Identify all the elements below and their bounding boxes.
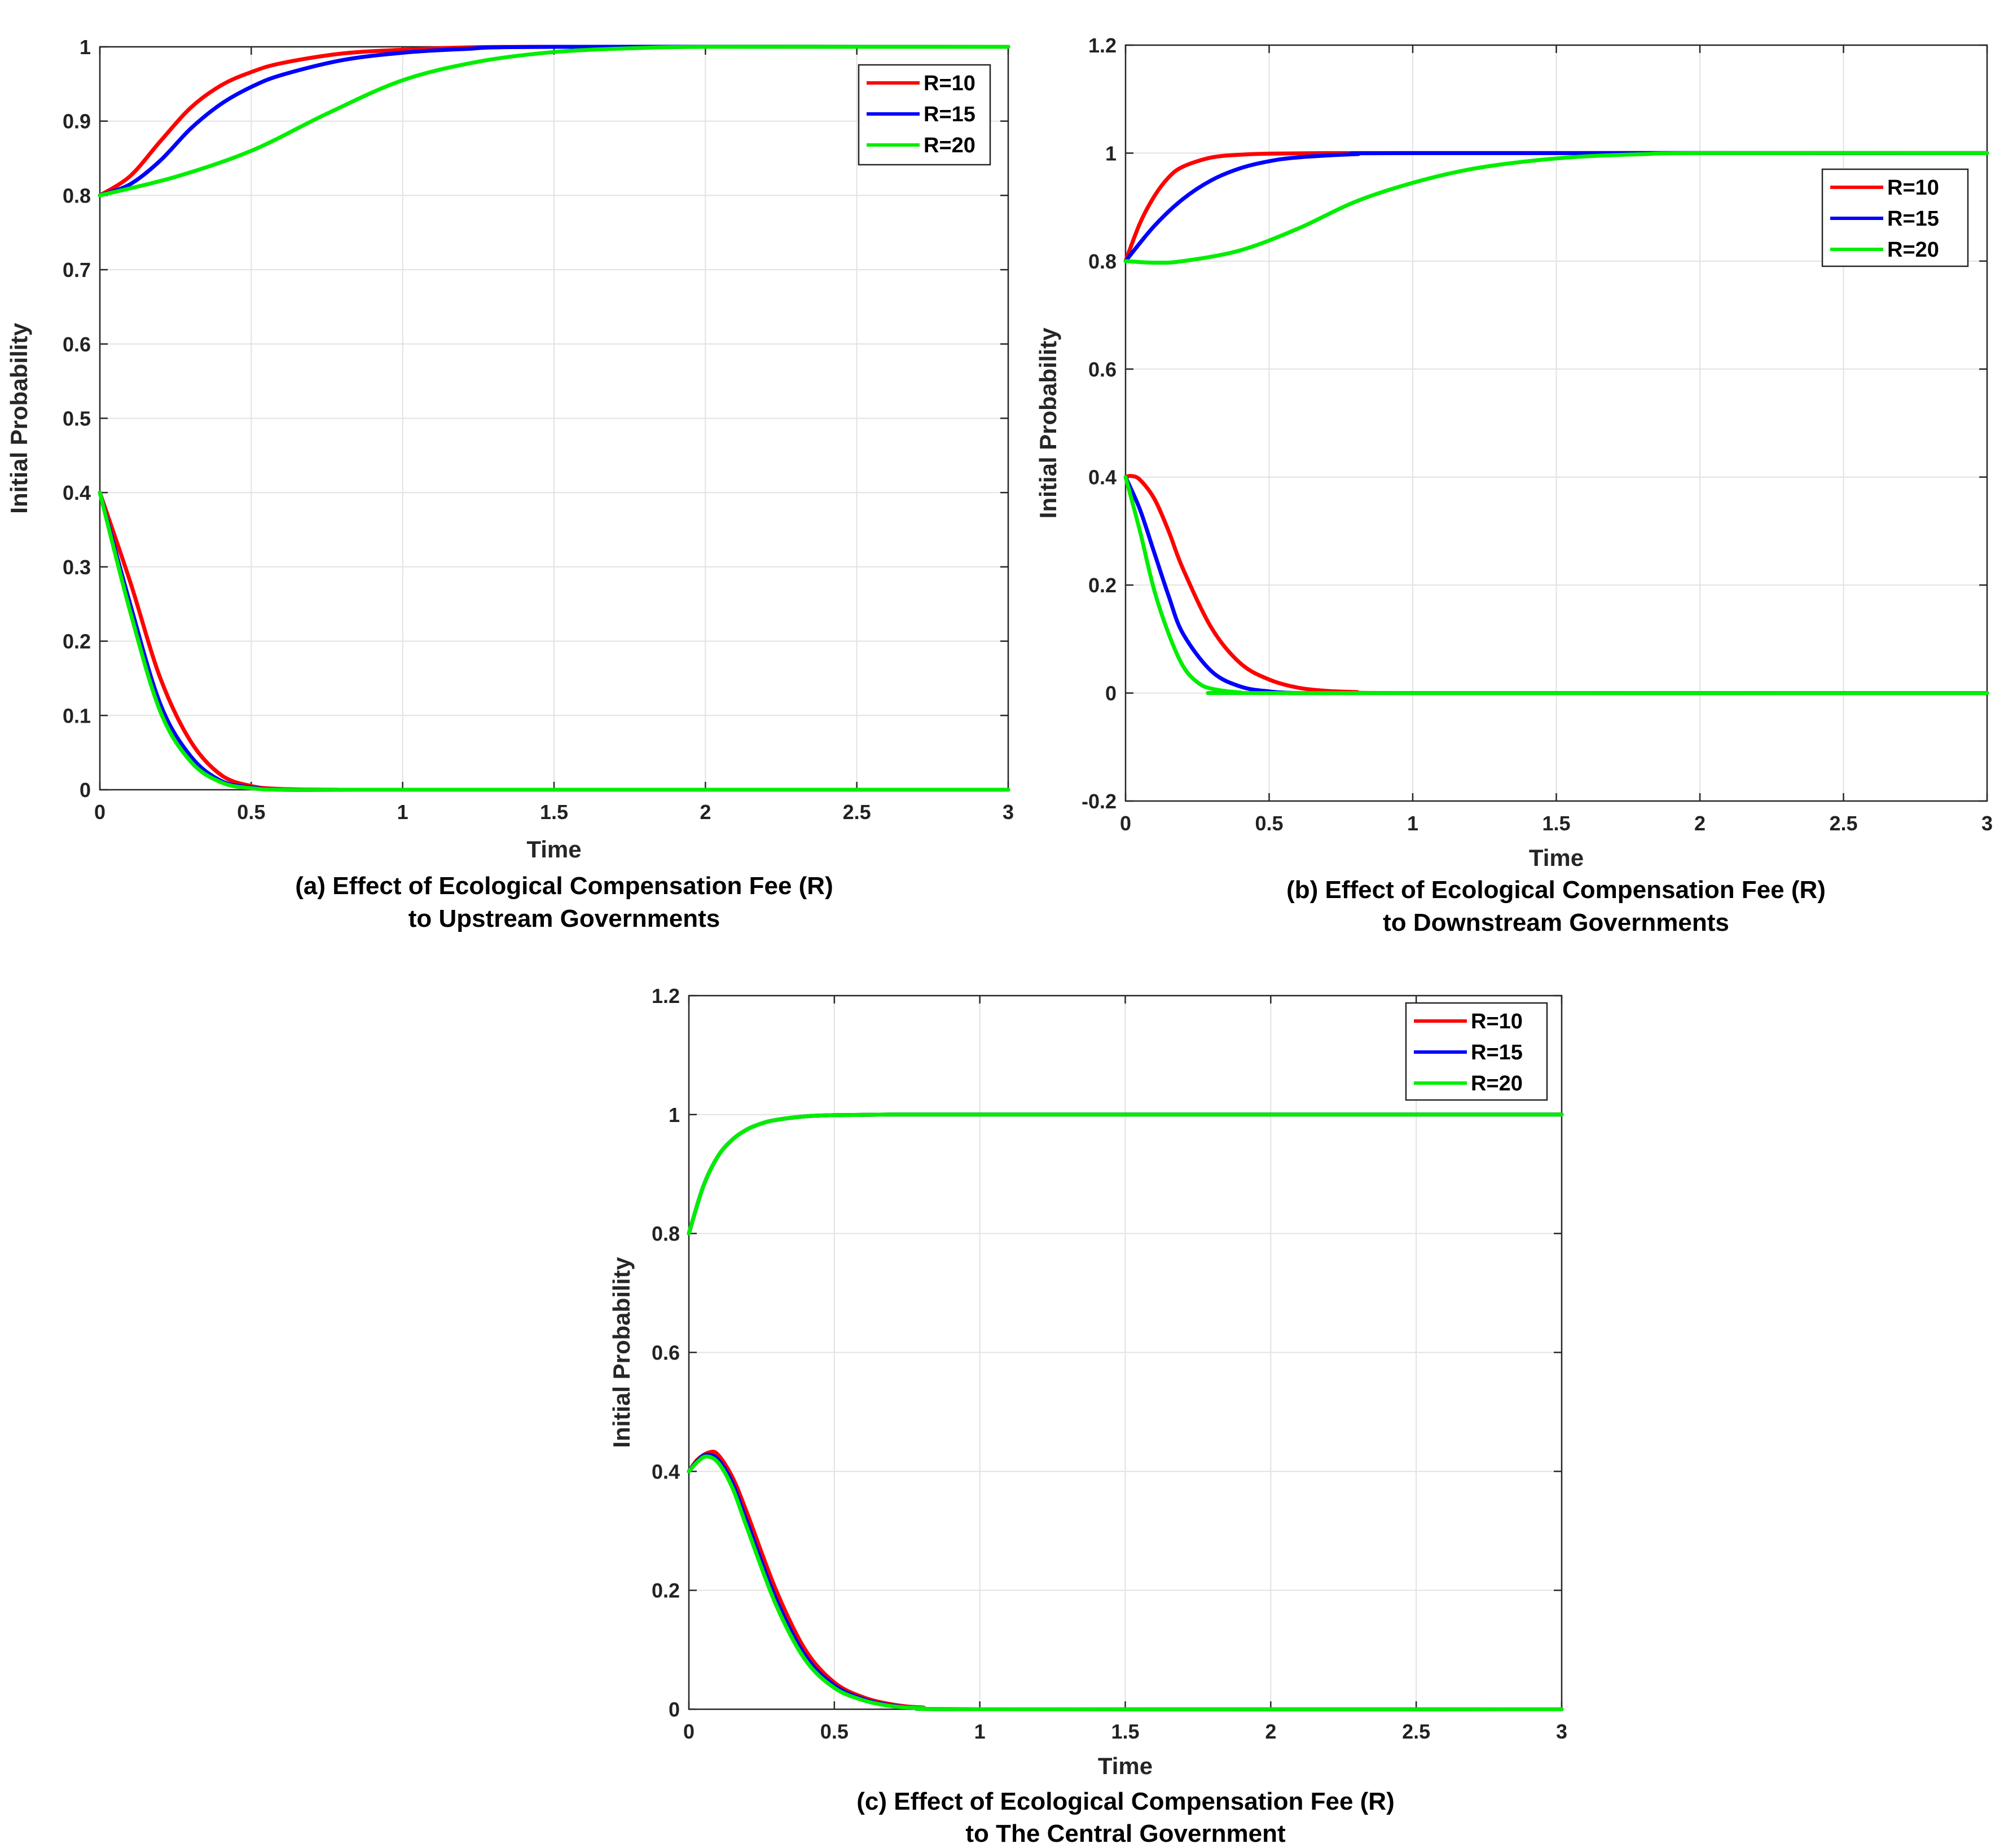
x-tick-label: 0 [94,800,106,824]
series-line-r15-upper [1123,151,1989,263]
y-tick-label: 0.4 [63,481,91,504]
caption-line-2: to Downstream Governments [1383,909,1729,936]
x-tick-label: 3 [1003,800,1014,824]
x-tick-label: 2 [1265,1720,1276,1743]
x-tick-label: 2.5 [1829,812,1857,835]
x-tick-label: 0 [1120,812,1131,835]
y-tick-label: 0 [1105,682,1117,705]
chart-panel-2: 0 0.5 1 1.5 2 2.5 3-0.200.20.40.60.811.2R=10R=… [1035,34,1993,936]
caption-line-1: (b) Effect of Ecological Compensation Fe… [1286,876,1826,904]
chart-panel-3: 0 0.5 1 1.5 2 2.5 300.20.40.60.811.2R=10R=15R=… [608,984,1567,1847]
y-tick-label: 1.2 [1088,34,1117,57]
y-axis-label: Initial Probability [1035,327,1061,518]
caption-line-1: (a) Effect of Ecological Compensation Fe… [295,872,833,900]
series-line-r20-upper [1123,151,1989,265]
legend: R=10 R=15 R=20 [1821,168,1969,267]
x-tick-label: 1.5 [1542,812,1570,835]
x-tick-label: 1.5 [540,800,568,824]
y-tick-label: 0.5 [63,407,91,430]
y-tick-label: 1 [1105,142,1117,165]
series-line-r15-upper [98,45,1010,197]
caption-line-1: (c) Effect of Ecological Compensation Fe… [856,1788,1394,1815]
y-tick-label: 0.1 [63,704,91,727]
y-axis-label: Initial Probability [608,1257,635,1448]
y-tick-label: 0.8 [63,184,91,207]
caption-line-2: to The Central Government [965,1820,1286,1847]
y-tick-label: 0.7 [63,258,91,281]
legend: R=10 R=15 R=20 [1405,1002,1548,1101]
y-tick-label: 1 [669,1103,680,1127]
legend-label: R=15 [1471,1041,1523,1064]
x-axis-label: Time [1529,844,1584,871]
y-tick-label: 0.4 [1088,466,1117,489]
y-tick-label: 0.4 [652,1460,680,1483]
series-line-r20-upper [98,45,1010,197]
x-tick-label: 1 [1407,812,1418,835]
x-tick-label: 3 [1981,812,1993,835]
y-tick-label: 0.2 [652,1579,680,1602]
legend-label: R=15 [924,103,975,126]
legend-label: R=20 [1887,238,1939,262]
x-tick-label: 2 [1694,812,1706,835]
y-tick-label: 0.2 [1088,574,1117,597]
y-tick-label: 0.8 [1088,250,1117,273]
y-tick-label: 0 [669,1698,680,1721]
y-tick-label: 0.8 [652,1222,680,1246]
legend-label: R=15 [1887,207,1939,231]
chart-panel-1: 0 0.5 1 1.5 2 2.5 3 0 0.1 0.2 0.3 0.4 0.5 0.6 0.7 0.8 0.… [6,36,1014,932]
y-tick-label: 0.6 [652,1341,680,1365]
x-axis-label: Time [526,836,581,863]
legend-label: R=20 [1471,1072,1523,1095]
legend-label: R=20 [924,134,975,157]
x-tick-label: 2.5 [843,800,871,824]
x-tick-label: 3 [1556,1720,1567,1743]
y-tick-label: 1 [80,36,91,59]
legend-label: R=10 [1471,1010,1523,1033]
y-axis-label: Initial Probability [6,323,32,514]
x-tick-label: 1 [397,800,408,824]
legend-label: R=10 [924,72,975,95]
series-line-r20-upper [687,1112,1564,1236]
y-tick-label: 0.3 [63,556,91,579]
y-tick-label: 1.2 [652,984,680,1007]
y-tick-label: 0.9 [63,110,91,133]
y-tick-label: 0.2 [63,630,91,653]
x-tick-label: 2 [700,800,711,824]
y-tick-label: 0.6 [1088,358,1117,381]
x-tick-label: 1 [974,1720,986,1743]
series-line-r20-lower [687,1454,1564,1711]
x-axis-label: Time [1098,1753,1153,1779]
x-tick-label: 0 [683,1720,695,1743]
y-tick-label: 0.6 [63,333,91,356]
legend: R=10 R=15 R=20 [858,64,991,166]
x-tick-label: 0.5 [820,1720,849,1743]
y-tick-label: 0 [80,778,91,802]
series-line-r20-lower [1123,475,1989,696]
x-tick-label: 2.5 [1402,1720,1430,1743]
series-line-r20-lower [98,490,1010,792]
x-tick-label: 1.5 [1111,1720,1139,1743]
x-tick-label: 0.5 [1255,812,1283,835]
x-tick-label: 0.5 [237,800,265,824]
y-tick-label: -0.2 [1082,790,1117,813]
legend-label: R=10 [1887,176,1939,200]
caption-line-2: to Upstream Governments [408,905,720,932]
